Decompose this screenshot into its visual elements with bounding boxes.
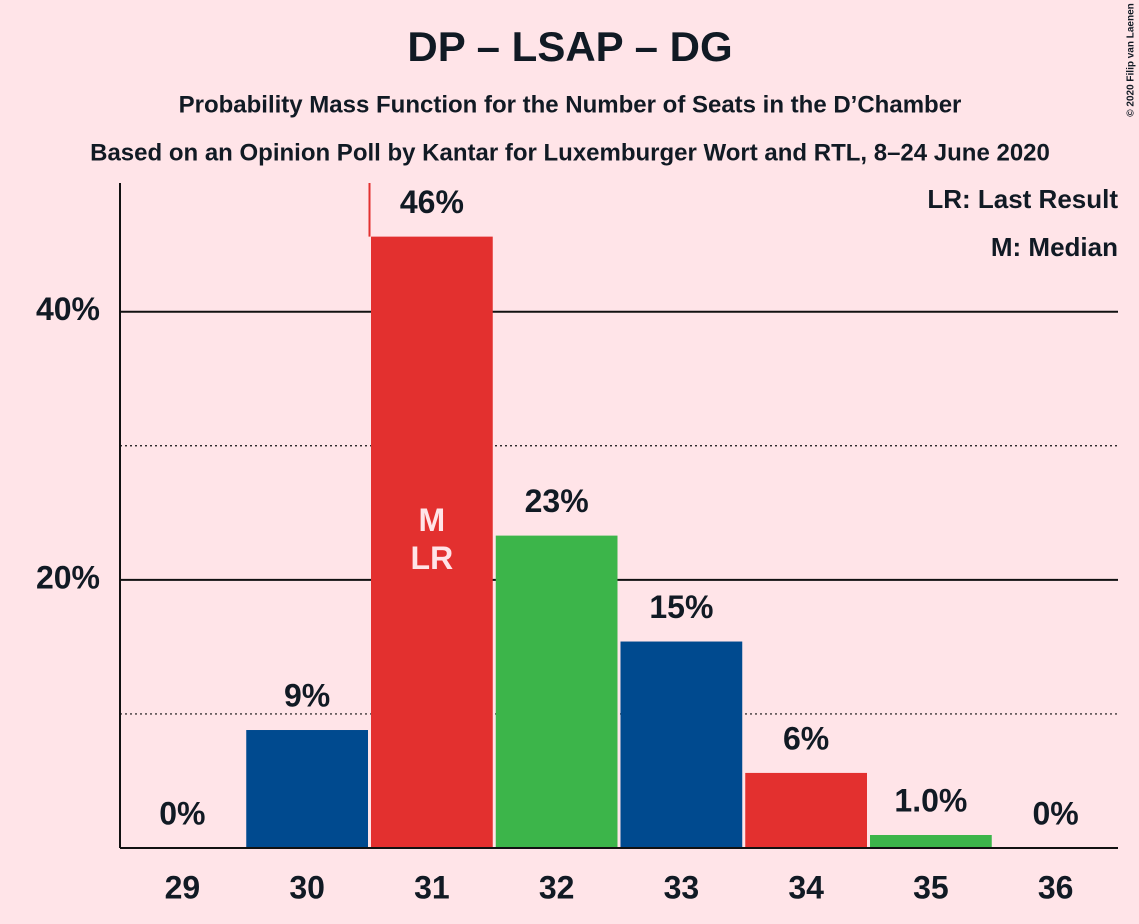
x-tick-label: 29 bbox=[165, 869, 201, 905]
chart-title: DP – LSAP – DG bbox=[407, 23, 732, 70]
value-label: 23% bbox=[525, 483, 589, 519]
bar bbox=[495, 535, 618, 848]
x-tick-label: 36 bbox=[1038, 869, 1074, 905]
x-tick-label: 34 bbox=[788, 869, 824, 905]
x-tick-label: 32 bbox=[539, 869, 575, 905]
chart-subtitle: Based on an Opinion Poll by Kantar for L… bbox=[90, 139, 1050, 166]
y-tick-label: 20% bbox=[36, 559, 100, 595]
x-tick-label: 31 bbox=[414, 869, 450, 905]
median-marker: M bbox=[419, 502, 446, 538]
value-label: 0% bbox=[159, 795, 205, 831]
bar bbox=[620, 641, 743, 848]
value-label: 15% bbox=[649, 589, 713, 625]
chart-subtitle: Probability Mass Function for the Number… bbox=[179, 91, 962, 118]
value-label: 1.0% bbox=[894, 782, 967, 818]
x-tick-label: 35 bbox=[913, 869, 949, 905]
value-label: 0% bbox=[1033, 795, 1079, 831]
copyright: © 2020 Filip van Laenen bbox=[1126, 3, 1137, 117]
x-tick-label: 30 bbox=[289, 869, 325, 905]
legend-entry: M: Median bbox=[991, 232, 1118, 262]
bar bbox=[745, 772, 867, 848]
bar bbox=[371, 236, 493, 848]
y-tick-label: 40% bbox=[36, 291, 100, 327]
bar bbox=[246, 730, 368, 848]
value-label: 9% bbox=[284, 677, 330, 713]
value-label: 6% bbox=[783, 720, 829, 756]
bar bbox=[870, 834, 992, 848]
value-label: 46% bbox=[400, 184, 464, 220]
legend-entry: LR: Last Result bbox=[927, 184, 1118, 214]
last-result-marker: LR bbox=[411, 540, 454, 576]
x-tick-label: 33 bbox=[664, 869, 700, 905]
